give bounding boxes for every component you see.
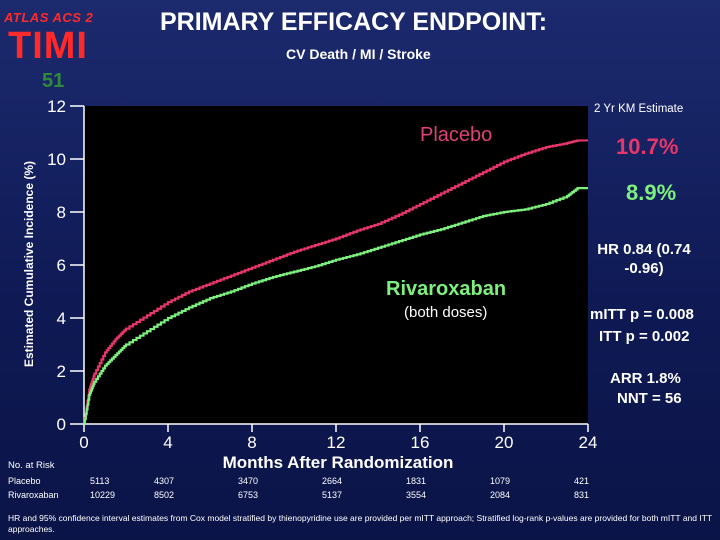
rivaroxaban-sublabel: (both doses) (404, 304, 488, 321)
page-subtitle: CV Death / MI / Stroke (286, 46, 431, 62)
risk-cell: 831 (574, 490, 590, 500)
risk-cell: 1831 (406, 476, 427, 486)
x-axis-title: Months After Randomization (223, 453, 454, 472)
y-tick-label: 0 (57, 415, 66, 434)
x-tick-label: 20 (495, 433, 514, 452)
absolute-risk-reduction: ARR 1.8% (610, 370, 681, 387)
rivaroxaban-curve (83, 187, 588, 426)
risk-cell: 6753 (238, 490, 259, 500)
risk-cell: 8502 (154, 490, 175, 500)
x-tick-label: 8 (247, 433, 256, 452)
y-tick-label: 2 (57, 362, 66, 381)
y-tick-label: 12 (47, 97, 66, 116)
risk-cell: 3470 (238, 476, 259, 486)
risk-cell: 1079 (490, 476, 511, 486)
x-tick-label: 12 (327, 433, 346, 452)
risk-row-label: Placebo (8, 476, 41, 486)
plot-area (84, 106, 588, 424)
hazard-ratio: HR 0.84 (0.74 -0.96) (597, 241, 691, 277)
risk-cell: 2664 (322, 476, 343, 486)
risk-table-header: No. at Risk (8, 460, 55, 471)
placebo-label: Placebo (420, 124, 493, 146)
logo-number: 51 (42, 70, 65, 92)
rivaroxaban-km-value: 8.9% (626, 180, 677, 205)
placebo-curve (83, 139, 588, 426)
km-estimate-header: 2 Yr KM Estimate (594, 103, 684, 115)
risk-row-label: Rivaroxaban (8, 490, 59, 500)
x-tick-label: 16 (411, 433, 430, 452)
risk-cell: 5113 (90, 476, 110, 486)
mitt-p-value: mITT p = 0.008 (590, 306, 694, 323)
x-tick-label: 0 (79, 433, 88, 452)
page-title: PRIMARY EFFICACY ENDPOINT: (160, 8, 548, 36)
y-tick-label: 8 (57, 203, 66, 222)
series-layer (83, 139, 588, 426)
y-tick-label: 10 (47, 150, 66, 169)
risk-cell: 4307 (154, 476, 175, 486)
risk-cell: 3554 (406, 490, 427, 500)
placebo-km-value: 10.7% (616, 134, 679, 159)
x-tick-label: 24 (579, 433, 598, 452)
risk-cell: 5137 (322, 490, 343, 500)
rivaroxaban-label: Rivaroxaban (386, 278, 507, 300)
y-axis-title: Estimated Cumulative Incidence (%) (22, 161, 36, 367)
x-tick-label: 4 (163, 433, 172, 452)
risk-cell: 10229 (90, 490, 116, 500)
logo-atlas-text: ATLAS ACS 2 (4, 10, 94, 25)
number-needed-to-treat: NNT = 56 (617, 390, 682, 407)
logo-timi-text: TIMI (8, 25, 88, 67)
risk-cell: 2084 (490, 490, 511, 500)
y-tick-label: 6 (57, 256, 66, 275)
footnote: HR and 95% confidence interval estimates… (8, 513, 712, 534)
itt-p-value: ITT p = 0.002 (599, 328, 690, 345)
y-tick-label: 4 (57, 309, 66, 328)
risk-cell: 421 (574, 476, 590, 486)
